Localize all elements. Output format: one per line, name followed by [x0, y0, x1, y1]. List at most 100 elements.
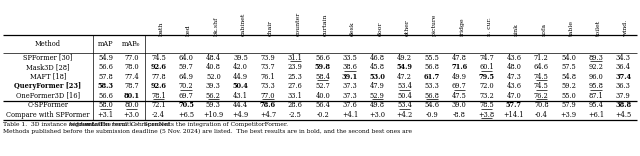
Text: 36.4: 36.4 [616, 63, 631, 71]
Text: 43.1: 43.1 [233, 92, 248, 100]
Text: 60.1: 60.1 [479, 63, 494, 71]
Text: 95.8: 95.8 [589, 82, 604, 90]
Text: bath: bath [159, 22, 164, 37]
Text: 55.0: 55.0 [561, 92, 576, 100]
Text: sofa: sofa [541, 24, 547, 37]
Text: 56.6: 56.6 [316, 54, 330, 62]
Text: 39.5: 39.5 [233, 54, 248, 62]
Text: fridge: fridge [460, 18, 465, 37]
Text: 70.2: 70.2 [179, 82, 193, 90]
Text: 56.2: 56.2 [206, 92, 221, 100]
Text: 37.9: 37.9 [616, 92, 630, 100]
Text: 52.7: 52.7 [316, 82, 330, 90]
Text: 92.6: 92.6 [150, 82, 166, 90]
Text: 31.1: 31.1 [288, 54, 303, 62]
Text: 64.0: 64.0 [179, 54, 193, 62]
Text: 40.0: 40.0 [316, 92, 330, 100]
Text: 54.0: 54.0 [561, 54, 576, 62]
Text: Methods published before the submission deadline (5 Nov. 2024) are listed.  The : Methods published before the submission … [3, 129, 412, 134]
Text: 54.9: 54.9 [397, 63, 413, 71]
Text: 25.3: 25.3 [288, 73, 303, 81]
Text: 74.5: 74.5 [534, 82, 548, 90]
Text: 50: 50 [135, 44, 140, 47]
Text: QueryFormer [23]: QueryFormer [23] [15, 82, 81, 90]
Text: +3.0: +3.0 [124, 111, 140, 119]
Text: bk.shf: bk.shf [213, 17, 218, 37]
Text: 38.8: 38.8 [615, 101, 632, 109]
Text: +3.0: +3.0 [369, 111, 385, 119]
Text: 56.6: 56.6 [98, 92, 113, 100]
Text: 46.8: 46.8 [370, 54, 385, 62]
Text: 57.8: 57.8 [98, 73, 113, 81]
Text: +6.1: +6.1 [588, 111, 604, 119]
Text: C-SPFormer: C-SPFormer [28, 101, 68, 109]
Text: 78.5: 78.5 [479, 101, 494, 109]
Text: chair: chair [268, 20, 273, 37]
Text: 54.9: 54.9 [98, 54, 113, 62]
Text: 73.2: 73.2 [479, 92, 494, 100]
Text: 47.9: 47.9 [370, 82, 385, 90]
Text: 76.1: 76.1 [260, 73, 275, 81]
Text: Compare with SPFormer: Compare with SPFormer [6, 111, 90, 119]
Text: 56.8: 56.8 [424, 63, 440, 71]
Text: 33.5: 33.5 [342, 54, 357, 62]
Text: sink: sink [514, 24, 519, 37]
Text: desk: desk [350, 22, 355, 37]
Text: 47.8: 47.8 [452, 54, 467, 62]
Text: 72.0: 72.0 [479, 82, 494, 90]
Text: 49.2: 49.2 [397, 54, 412, 62]
Text: 61.7: 61.7 [424, 73, 440, 81]
Text: 73.7: 73.7 [260, 63, 275, 71]
Text: 59.8: 59.8 [315, 63, 331, 71]
Text: 47.0: 47.0 [507, 92, 522, 100]
Text: cabinet: cabinet [241, 13, 246, 37]
Text: -0.4: -0.4 [535, 111, 548, 119]
Text: 49.8: 49.8 [370, 101, 385, 109]
Text: 44.4: 44.4 [233, 101, 248, 109]
Text: 53.3: 53.3 [424, 82, 440, 90]
Text: 64.9: 64.9 [179, 73, 193, 81]
Text: 52.0: 52.0 [206, 73, 221, 81]
Text: 69.7: 69.7 [179, 92, 193, 100]
Text: +4.5: +4.5 [615, 111, 632, 119]
Text: 53.4: 53.4 [397, 82, 412, 90]
Text: 59.3: 59.3 [206, 101, 221, 109]
Text: 80.0: 80.0 [124, 101, 139, 109]
Text: 38.6: 38.6 [342, 63, 357, 71]
Text: 87.1: 87.1 [589, 92, 604, 100]
Text: s. cur.: s. cur. [486, 18, 492, 37]
Text: 80.1: 80.1 [124, 92, 140, 100]
Text: 37.4: 37.4 [615, 73, 632, 81]
Text: 71.6: 71.6 [451, 63, 467, 71]
Text: 47.5: 47.5 [452, 92, 467, 100]
Text: 44.9: 44.9 [233, 73, 248, 81]
Text: Table 1.  3D instance segmentation results on ScanNet: Table 1. 3D instance segmentation result… [3, 122, 172, 127]
Text: -8.8: -8.8 [453, 111, 466, 119]
Text: 45.8: 45.8 [370, 63, 385, 71]
Text: +6.5: +6.5 [178, 111, 194, 119]
Text: +14.1: +14.1 [504, 111, 524, 119]
Text: 78.1: 78.1 [151, 92, 166, 100]
Text: 59.7: 59.7 [179, 63, 193, 71]
Text: 48.0: 48.0 [507, 63, 522, 71]
Text: 40.8: 40.8 [206, 63, 221, 71]
Text: 74.5: 74.5 [534, 73, 548, 81]
Text: 42.0: 42.0 [233, 63, 248, 71]
Text: 77.0: 77.0 [260, 92, 275, 100]
Text: door: door [378, 22, 382, 37]
Text: -2.5: -2.5 [289, 111, 302, 119]
Text: Method: Method [35, 40, 61, 48]
Text: 37.3: 37.3 [342, 92, 357, 100]
Text: 92.6: 92.6 [150, 63, 166, 71]
Text: 34.3: 34.3 [616, 54, 631, 62]
Text: 50.4: 50.4 [397, 92, 412, 100]
Text: +4.2: +4.2 [397, 111, 413, 119]
Text: 70.8: 70.8 [534, 101, 548, 109]
Text: 71.2: 71.2 [534, 54, 548, 62]
Text: 74.7: 74.7 [479, 54, 494, 62]
Text: 57.7: 57.7 [506, 101, 522, 109]
Text: 58.3: 58.3 [97, 82, 113, 90]
Text: +4.7: +4.7 [260, 111, 276, 119]
Text: hidden test: hidden test [69, 122, 103, 127]
Text: 95.4: 95.4 [589, 101, 604, 109]
